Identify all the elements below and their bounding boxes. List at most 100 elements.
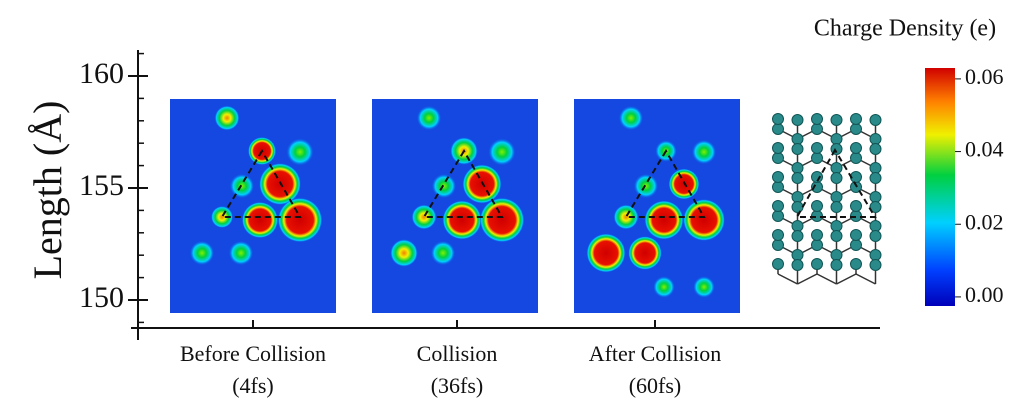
atom xyxy=(831,134,842,145)
atom xyxy=(773,182,784,193)
atom xyxy=(851,240,862,251)
atom xyxy=(870,260,881,271)
atom xyxy=(812,259,823,270)
atom xyxy=(831,115,842,126)
atom xyxy=(831,260,842,271)
atom xyxy=(773,124,784,135)
colorbar-tick-label: 0.02 xyxy=(965,209,1004,234)
x-tick-sublabel: (60fs) xyxy=(629,373,682,398)
atom xyxy=(870,250,881,261)
atom xyxy=(773,230,784,241)
atom xyxy=(773,172,784,183)
atom xyxy=(773,259,784,270)
atom xyxy=(773,211,784,222)
bond xyxy=(798,274,818,284)
atom xyxy=(792,192,803,203)
bond xyxy=(817,274,837,284)
atom xyxy=(812,230,823,241)
atom xyxy=(792,144,803,155)
density-peak xyxy=(189,240,214,265)
y-tick-label: 160 xyxy=(79,57,124,90)
atom xyxy=(812,153,823,164)
atom xyxy=(851,114,862,125)
density-peak xyxy=(228,240,253,265)
atom xyxy=(792,221,803,232)
density-peak xyxy=(229,173,254,198)
atom xyxy=(870,115,881,126)
colorbar-title: Charge Density (e) xyxy=(814,16,996,42)
atom xyxy=(792,163,803,174)
atom xyxy=(773,114,784,125)
colorbar xyxy=(925,68,955,306)
atom xyxy=(792,250,803,261)
atom xyxy=(792,134,803,145)
atom xyxy=(831,173,842,184)
density-peak xyxy=(416,105,441,130)
figure: Length (Å) Charge Density (e) 150 155 160 0… xyxy=(0,0,1024,403)
atom xyxy=(831,231,842,242)
atom xyxy=(851,201,862,212)
atom xyxy=(870,173,881,184)
atom xyxy=(792,202,803,213)
atom xyxy=(851,124,862,135)
colorbar-tick-label: 0.04 xyxy=(965,137,1004,162)
density-peak xyxy=(653,276,675,298)
density-peak xyxy=(691,139,716,164)
atom xyxy=(870,163,881,174)
atom xyxy=(851,153,862,164)
density-peak xyxy=(278,198,323,243)
y-tick-label: 155 xyxy=(79,169,124,202)
x-tick-label: After Collision xyxy=(589,341,722,366)
atom xyxy=(870,231,881,242)
atom xyxy=(773,201,784,212)
x-tick-sublabel: (4fs) xyxy=(232,373,274,398)
atom xyxy=(831,202,842,213)
atom xyxy=(812,201,823,212)
atom xyxy=(851,143,862,154)
density-peak xyxy=(618,105,643,130)
atom xyxy=(870,144,881,155)
density-peak xyxy=(442,200,481,239)
density-peak xyxy=(430,240,455,265)
atom xyxy=(851,230,862,241)
density-peak xyxy=(488,138,516,166)
atom xyxy=(870,134,881,145)
density-peak xyxy=(431,173,456,198)
atom xyxy=(812,124,823,135)
atom xyxy=(831,221,842,232)
atom xyxy=(851,259,862,270)
colorbar-tick-label: 0.00 xyxy=(965,282,1004,307)
density-peak xyxy=(480,198,525,243)
atom xyxy=(792,260,803,271)
density-peak xyxy=(644,200,683,239)
density-peak xyxy=(214,105,239,130)
atom xyxy=(792,231,803,242)
x-tick-label: Collision xyxy=(417,341,498,366)
atom xyxy=(773,143,784,154)
density-peak xyxy=(628,236,662,270)
bond xyxy=(778,274,798,284)
y-tick-label: 150 xyxy=(79,281,124,314)
density-peak xyxy=(633,173,658,198)
atom xyxy=(792,115,803,126)
bond xyxy=(837,274,857,284)
atom xyxy=(812,114,823,125)
atom xyxy=(831,250,842,261)
bond xyxy=(856,274,876,284)
atom xyxy=(831,192,842,203)
colorbar-tick-label: 0.06 xyxy=(965,64,1004,89)
density-peak xyxy=(586,233,625,272)
density-peak xyxy=(390,239,418,267)
density-peak xyxy=(286,138,314,166)
atom xyxy=(792,173,803,184)
atom xyxy=(812,143,823,154)
atom xyxy=(831,163,842,174)
y-axis-label: Length (Å) xyxy=(25,101,70,280)
x-tick-sublabel: (36fs) xyxy=(431,373,484,398)
density-peak xyxy=(683,199,725,241)
atom xyxy=(870,192,881,203)
density-peak xyxy=(693,276,715,298)
atom xyxy=(870,221,881,232)
atom xyxy=(812,240,823,251)
atom xyxy=(773,153,784,164)
